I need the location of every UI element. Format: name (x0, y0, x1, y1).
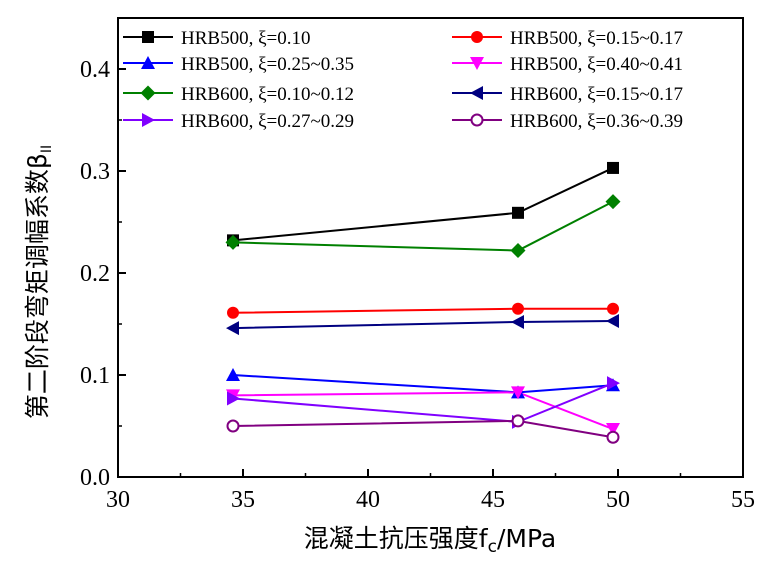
y-axis-title-sub: II (39, 145, 55, 153)
legend-marker (142, 31, 154, 43)
legend-item: HRB500, ξ=0.15~0.17 (452, 28, 683, 49)
x-axis-title: 混凝土抗压强度fc/MPa (304, 524, 556, 557)
x-tick-label: 30 (106, 487, 130, 513)
tick-labels: 30 35 40 45 50 55 0.0 0.1 0.2 0.3 0.4 (80, 57, 755, 513)
data-point (227, 391, 240, 406)
legend-item: HRB600, ξ=0.10~0.12 (123, 84, 354, 105)
legend-label: HRB600, ξ=0.36~0.39 (510, 111, 683, 132)
legend-label: HRB600, ξ=0.15~0.17 (510, 84, 683, 105)
legend-marker (470, 57, 484, 70)
legend-marker (470, 113, 484, 127)
data-point (511, 314, 524, 329)
x-tick-label: 40 (356, 487, 380, 513)
data-point (511, 386, 525, 400)
legend-item: HRB600, ξ=0.27~0.29 (123, 111, 354, 132)
legend-label: HRB500, ξ=0.15~0.17 (510, 28, 683, 49)
series-markers (225, 161, 621, 444)
y-tick-label: 0.1 (80, 363, 110, 389)
y-tick-label: 0.0 (80, 465, 110, 491)
data-point (605, 194, 621, 210)
data-point (607, 376, 620, 391)
data-point (606, 313, 619, 328)
legend-item: HRB500, ξ=0.40~0.41 (452, 54, 683, 75)
axis-ticks (117, 17, 744, 478)
legend-item: HRB500, ξ=0.10 (123, 28, 311, 49)
data-point (512, 302, 524, 315)
x-axis-title-main: 混凝土抗压强度f (304, 524, 489, 553)
data-point (607, 161, 619, 174)
y-tick-label: 0.2 (80, 261, 110, 287)
x-axis-title-unit: /MPa (497, 524, 556, 553)
legend-label: HRB600, ξ=0.27~0.29 (181, 111, 354, 132)
legend-item: HRB600, ξ=0.15~0.17 (452, 84, 683, 105)
data-point (227, 306, 239, 319)
data-point (607, 302, 619, 315)
data-point (226, 321, 239, 336)
x-axis-title-sub: c (488, 537, 497, 557)
legend: HRB500, ξ=0.10 HRB500, ξ=0.15~0.17 HRB500,… (123, 28, 683, 132)
x-tick-label: 50 (606, 487, 630, 513)
data-point (226, 419, 240, 433)
legend-marker (141, 56, 155, 69)
data-point (606, 423, 620, 437)
data-point (510, 243, 526, 259)
legend-label: HRB600, ξ=0.10~0.12 (181, 84, 354, 105)
data-point (511, 414, 525, 428)
legend-marker (140, 85, 156, 101)
x-tick-label: 35 (231, 487, 255, 513)
data-point (512, 206, 524, 219)
data-point (606, 430, 620, 444)
legend-marker (471, 31, 483, 43)
x-tick-label: 45 (481, 487, 505, 513)
y-axis-title-main: 第二阶段弯矩调幅系数β (23, 153, 52, 419)
legend-label: HRB500, ξ=0.25~0.35 (181, 54, 354, 75)
data-point (225, 234, 241, 250)
y-axis-title: 第二阶段弯矩调幅系数βII (23, 145, 55, 419)
legend-label: HRB500, ξ=0.40~0.41 (510, 54, 683, 75)
legend-item: HRB500, ξ=0.25~0.35 (123, 54, 354, 75)
y-tick-label: 0.3 (80, 159, 110, 185)
y-tick-label: 0.4 (80, 57, 110, 83)
legend-label: HRB500, ξ=0.10 (181, 28, 311, 49)
data-point (226, 368, 240, 381)
x-tick-label: 55 (731, 487, 755, 513)
legend-item: HRB600, ξ=0.36~0.39 (452, 111, 683, 132)
legend-marker (470, 86, 483, 100)
legend-marker (142, 113, 155, 127)
